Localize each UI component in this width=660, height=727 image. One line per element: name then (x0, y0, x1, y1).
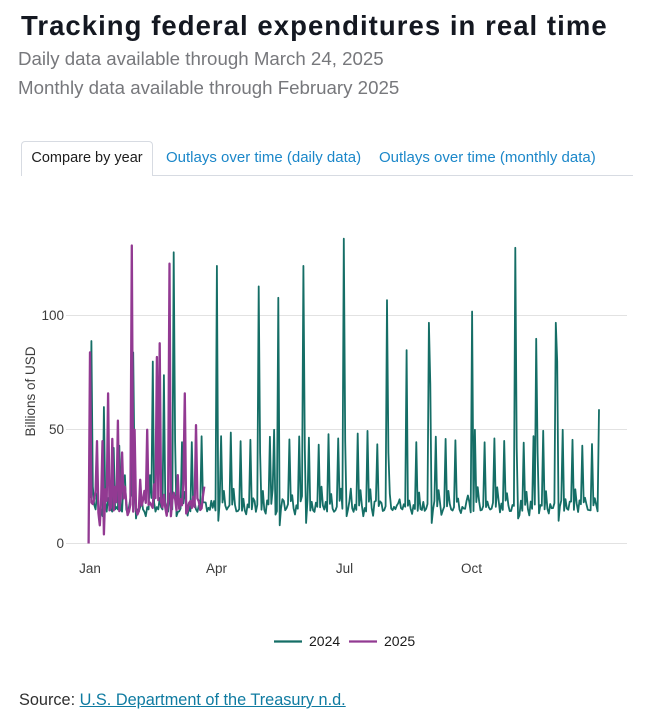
svg-text:Oct: Oct (461, 561, 482, 576)
svg-text:Jul: Jul (336, 561, 353, 576)
svg-text:100: 100 (41, 308, 64, 323)
svg-text:Apr: Apr (206, 561, 228, 576)
svg-text:50: 50 (49, 422, 64, 437)
svg-text:Jan: Jan (79, 561, 101, 576)
svg-text:Billions of USD: Billions of USD (23, 346, 38, 436)
svg-text:2024: 2024 (309, 633, 340, 649)
svg-text:0: 0 (56, 536, 64, 551)
svg-text:2025: 2025 (384, 633, 415, 649)
